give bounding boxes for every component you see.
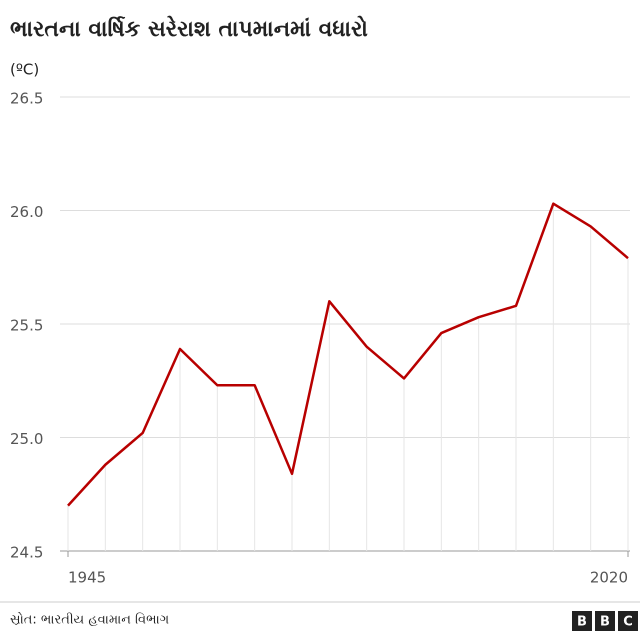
logo-letter: B <box>577 615 587 630</box>
logo-letter: C <box>623 615 633 630</box>
logo-box <box>618 611 638 631</box>
y-tick-label: 26.5 <box>10 90 43 108</box>
y-axis-label: (ºC) <box>10 61 39 79</box>
y-tick-label: 26.0 <box>10 203 43 221</box>
logo-box <box>595 611 615 631</box>
line-series <box>67 202 629 507</box>
y-tick-label: 25.0 <box>10 430 43 448</box>
x-tick-label: 2020 <box>590 569 628 587</box>
x-tick-label: 1945 <box>68 569 106 587</box>
y-tick-label: 24.5 <box>10 544 43 562</box>
source: સ્રોત: ભારતીય હવામાન વિભાગ <box>10 612 169 628</box>
logo-box <box>572 611 592 631</box>
y-tick-label: 25.5 <box>10 317 43 335</box>
chart-title: ભારતના વાર્ષિક સરેરાશ તાપમાનમાં વધારો <box>10 15 368 42</box>
logo-letter: B <box>600 615 610 630</box>
